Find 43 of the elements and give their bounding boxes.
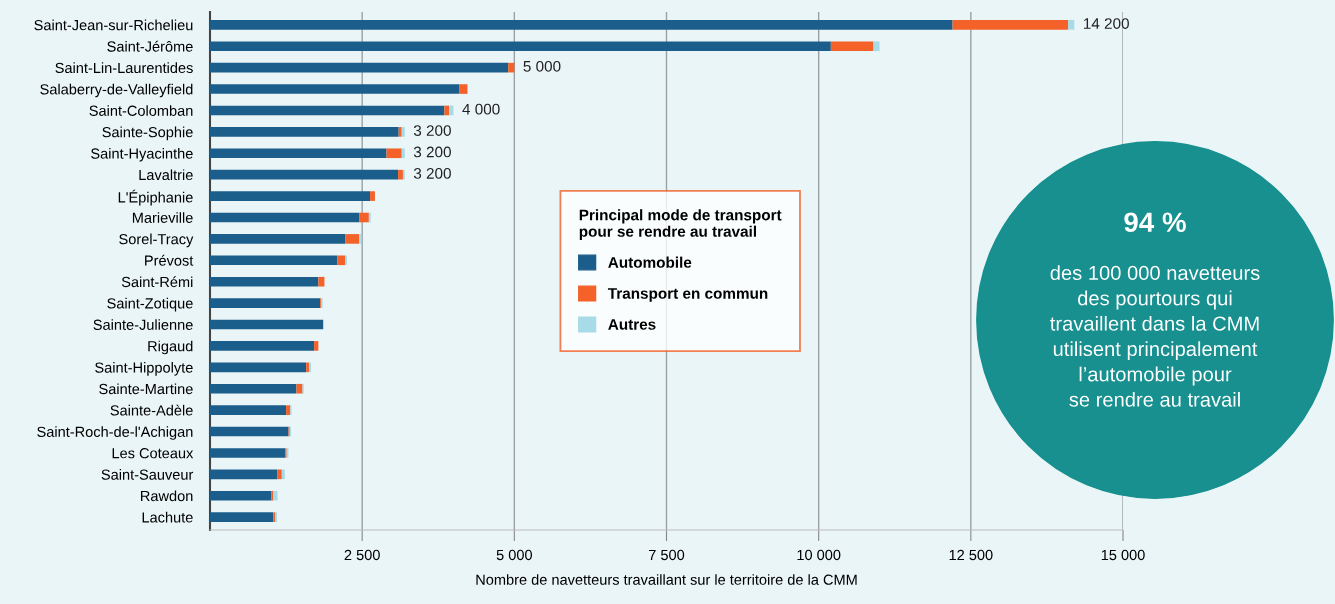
- y-tick-label: Sainte-Adèle: [110, 404, 193, 416]
- y-tick-label: Marieville: [132, 212, 193, 223]
- x-tick-label: 12 500: [949, 549, 993, 561]
- total-label: 4 000: [462, 103, 500, 115]
- y-tick-label: Sainte-Julienne: [93, 319, 193, 330]
- x-tick-label: 2 500: [344, 549, 380, 561]
- y-tick-label: Saint-Roch-de-l'Achigan: [37, 426, 193, 440]
- x-tick-label: 7 500: [649, 549, 685, 561]
- legend-label: Autres: [608, 319, 656, 330]
- y-tick-label: Lavaltrie: [139, 169, 193, 181]
- y-tick-label: Rawdon: [141, 490, 193, 502]
- y-tick-label: Saint-Rémi: [121, 276, 193, 288]
- x-tick-label: 10 000: [797, 549, 841, 561]
- total-label: 3 200: [413, 167, 451, 179]
- y-tick-label: Saint-Jean-sur-Richelieu: [34, 19, 193, 31]
- annotation: des 100 000 navetteurs des pourtours qui travaillent dans la CMM utilisent principalement l’automobile pour se rendre au travail: [1050, 265, 1260, 407]
- y-tick-label: L'Épiphanie: [118, 189, 193, 206]
- y-tick-label: Sainte-Martine: [99, 383, 193, 395]
- legend-label: Transport en commun: [607, 288, 768, 302]
- total-label: 3 200: [413, 125, 451, 136]
- y-tick-label: Saint-Hyacinthe: [91, 147, 193, 162]
- x-axis-title: Nombre de navetteurs travaillant sur le territoire de la CMM: [476, 574, 857, 585]
- legend-label: Automobile: [608, 256, 692, 268]
- y-tick-label: Les Coteaux: [112, 448, 194, 459]
- x-tick-label: 15 000: [1101, 549, 1145, 561]
- y-tick-label: Salaberry-de-Valleyfield: [40, 83, 193, 98]
- total-label: 3 200: [413, 146, 451, 158]
- legend-title: Principal mode de transport pour se rendre au travail: [579, 209, 782, 240]
- y-tick-label: Prévost: [145, 254, 194, 266]
- y-tick-label: Saint-Jérôme: [107, 40, 193, 52]
- y-tick-label: Saint-Lin-Laurentides: [55, 62, 193, 74]
- text: 94 %: [1124, 212, 1186, 233]
- y-tick-label: Saint-Zotique: [107, 297, 193, 312]
- total-label: 5 000: [523, 60, 561, 72]
- y-tick-label: Rigaud: [148, 340, 193, 355]
- y-tick-label: Lachute: [142, 511, 193, 523]
- y-tick-label: Saint-Colomban: [89, 105, 193, 116]
- y-tick-label: Saint-Sauveur: [101, 469, 194, 480]
- total-label: 14 200: [1083, 18, 1129, 29]
- y-tick-label: Sainte-Sophie: [102, 126, 193, 141]
- y-tick-label: Sorel-Tracy: [119, 233, 194, 248]
- x-tick-label: 5 000: [496, 549, 533, 561]
- y-tick-label: Saint-Hippolyte: [95, 362, 193, 376]
